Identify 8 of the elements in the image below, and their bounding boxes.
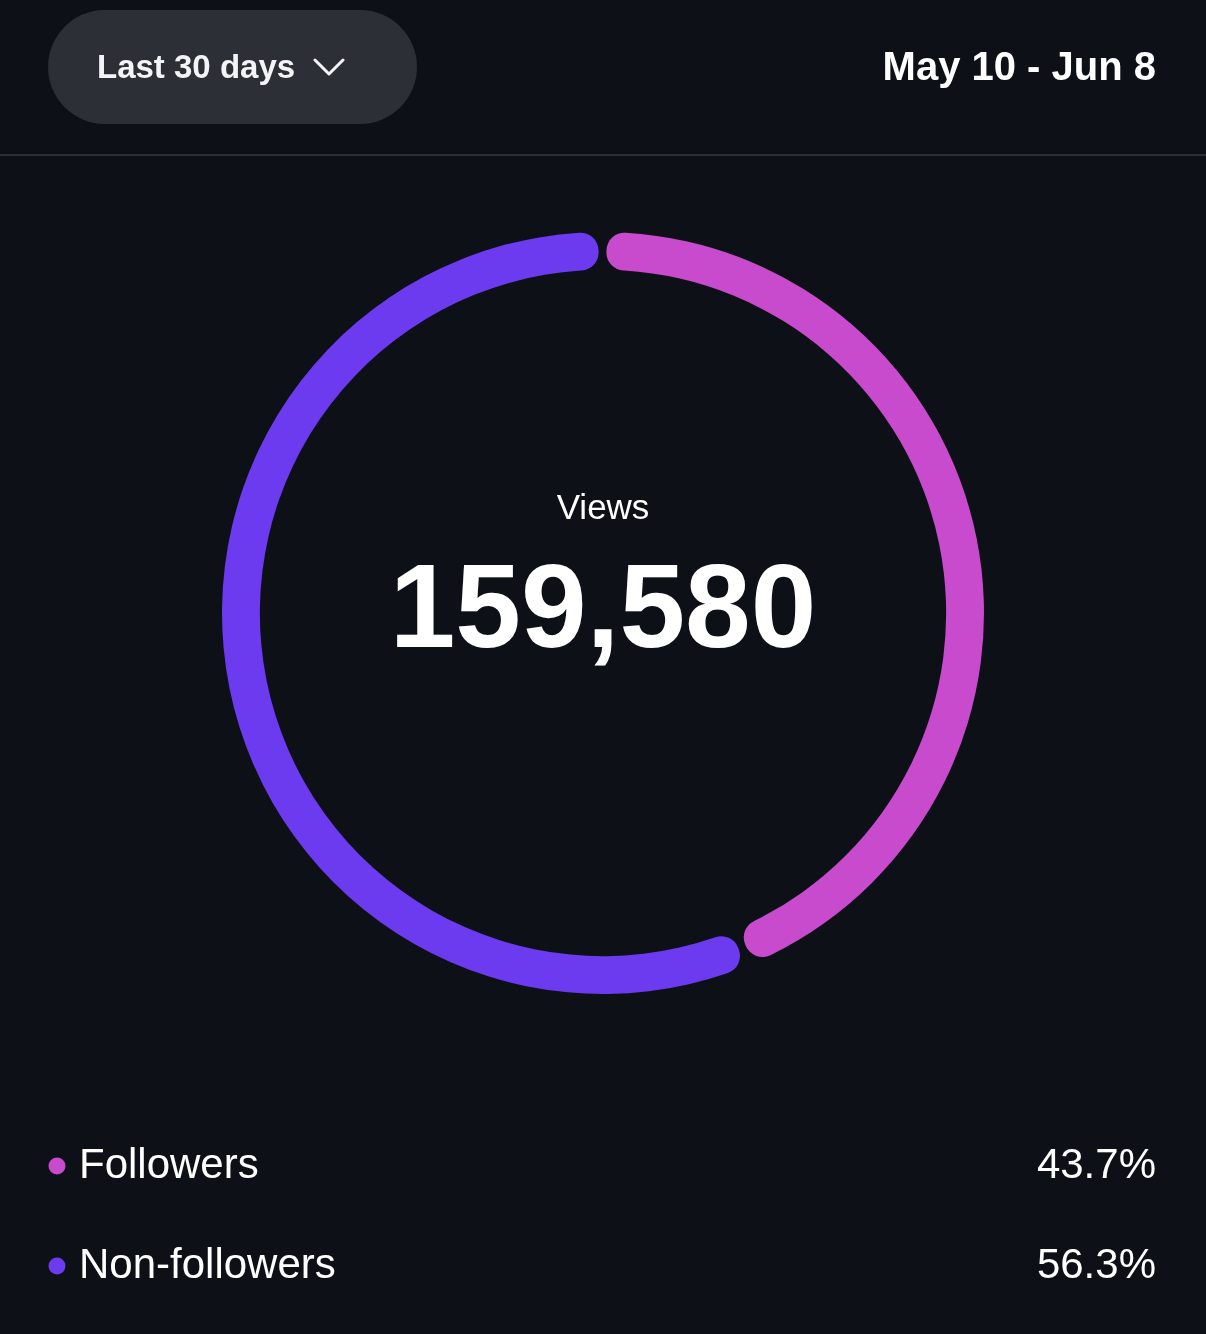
chart-subtitle: May 10 - Jun 8 xyxy=(882,43,1156,90)
text: Views xyxy=(556,486,650,526)
data-label: 56.3% xyxy=(1036,1239,1156,1287)
text: Last 30 days xyxy=(97,48,296,86)
text: 159,580 xyxy=(389,539,817,672)
legend-label: Non-followers xyxy=(79,1239,336,1287)
data-label: 43.7% xyxy=(1036,1139,1156,1187)
legend-label: Followers xyxy=(79,1139,259,1187)
